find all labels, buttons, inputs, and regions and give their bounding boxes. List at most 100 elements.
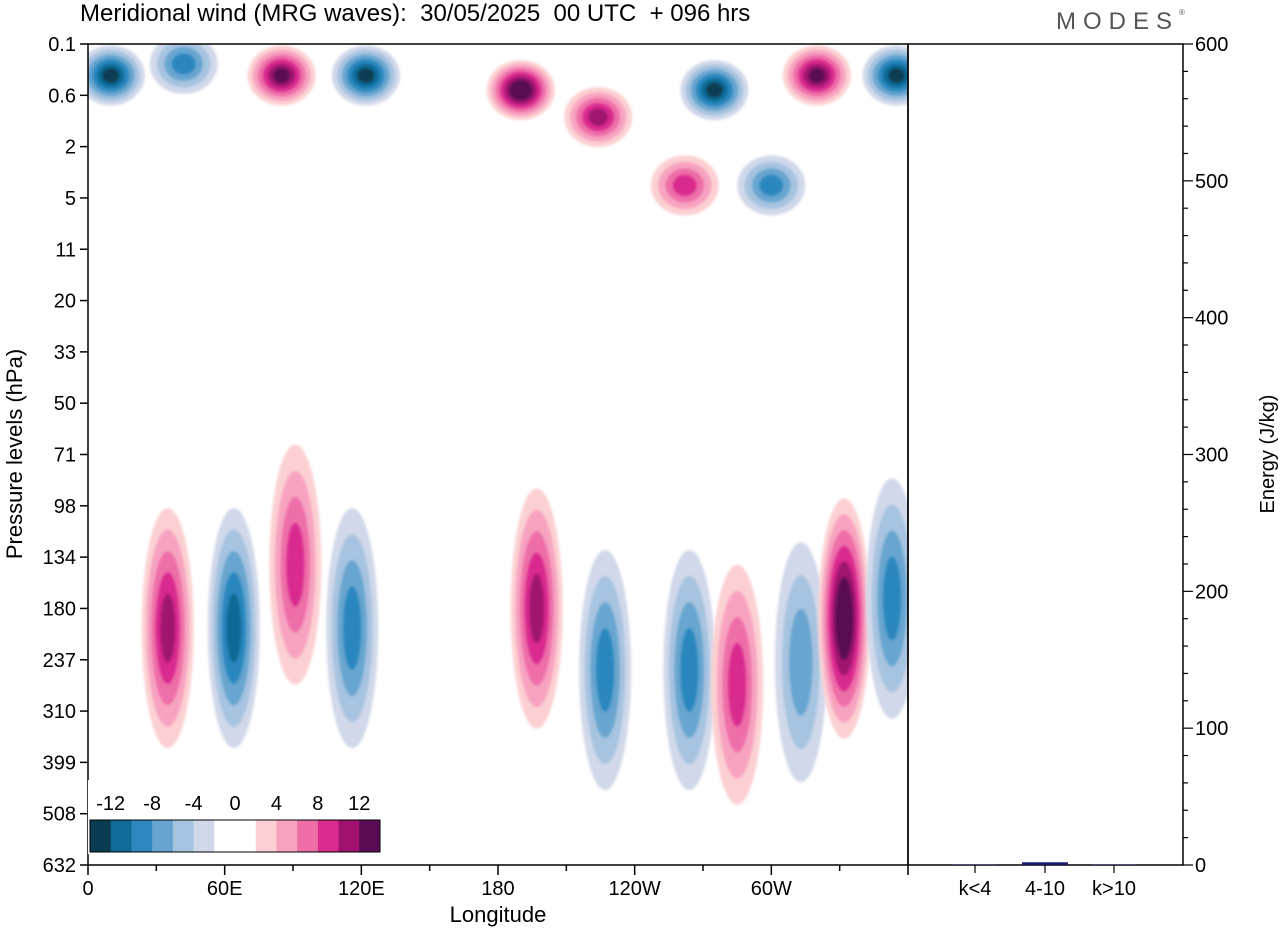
longitude-axis: 0 60E 120E 180 120W 60W <box>82 865 909 900</box>
colorbar-swatch <box>276 820 298 852</box>
energy-axis: 0 100 200 300 400 500 600 <box>1183 34 1228 877</box>
colorbar-tick-label: 12 <box>348 793 370 815</box>
colorbar-swatch <box>152 820 174 852</box>
energy-bar <box>952 864 998 865</box>
wind-feature <box>88 45 145 106</box>
pressure-tick-label: 50 <box>54 393 76 415</box>
pressure-tick-label: 310 <box>43 701 76 723</box>
pressure-tick-label: 5 <box>65 188 76 210</box>
wind-feature <box>149 44 218 94</box>
wind-contour-band <box>789 608 813 716</box>
wind-feature <box>737 155 806 216</box>
wind-contour-band <box>680 628 699 712</box>
colorbar-swatch <box>131 820 153 852</box>
wind-feature <box>711 564 764 805</box>
longitude-tick-label: 0 <box>82 878 93 900</box>
energy-tick-label: 600 <box>1195 34 1228 56</box>
wind-contour-band <box>226 593 242 663</box>
pressure-tick-label: 98 <box>54 496 76 518</box>
heatmap-field <box>88 44 908 805</box>
logo-text: MODES <box>1056 8 1180 35</box>
wind-feature <box>510 488 563 729</box>
energy-tick-label: 400 <box>1195 308 1228 330</box>
longitude-tick-label: 60W <box>751 878 792 900</box>
wind-contour-band <box>808 68 826 83</box>
energy-bar <box>1091 864 1137 865</box>
wind-feature <box>247 45 316 106</box>
wind-contour-band <box>102 68 120 83</box>
longitude-tick-label: 60E <box>207 878 243 900</box>
colorbar-tick-label: 0 <box>229 793 240 815</box>
wind-feature <box>207 508 260 749</box>
energy-frame <box>907 43 1184 866</box>
wind-feature <box>866 478 908 719</box>
colorbar-swatch <box>317 820 340 852</box>
longitude-tick-label: 180 <box>481 878 514 900</box>
energy-tick-label: 100 <box>1195 718 1228 740</box>
pressure-tick-label: 399 <box>43 752 76 774</box>
wind-contour-band <box>838 593 850 644</box>
wind-feature <box>680 60 749 121</box>
wind-feature <box>269 444 322 685</box>
wind-contour-band <box>883 556 902 641</box>
energy-tick-label: 500 <box>1195 171 1228 193</box>
colorbar-swatch <box>297 820 319 852</box>
chart-title: Meridional wind (MRG waves): 30/05/2025 … <box>80 0 751 27</box>
wind-feature <box>774 542 827 783</box>
pressure-tick-label: 508 <box>43 804 76 826</box>
logo-registered-mark: ® <box>1179 8 1185 17</box>
energy-axis-label: Energy (J/kg) <box>1257 395 1279 514</box>
colorbar-tick-label: -4 <box>185 793 203 815</box>
pressure-axis: 0.1 0.6 2 5 11 20 33 50 71 98 134 180 237 310 399 508 63… <box>43 34 88 877</box>
colorbar-tick-label: -8 <box>143 793 161 815</box>
wind-contour-band <box>171 53 196 75</box>
energy-category-label: k<4 <box>959 878 992 900</box>
pressure-tick-label: 134 <box>43 547 76 569</box>
colorbar-swatch <box>172 820 195 852</box>
pressure-tick-label: 0.6 <box>48 85 76 107</box>
energy-tick-label: 0 <box>1195 855 1206 877</box>
pressure-tick-label: 20 <box>54 291 76 313</box>
wind-contour-band <box>588 108 608 126</box>
wind-contour-band <box>273 68 290 83</box>
colorbar-tick-label: 4 <box>271 793 282 815</box>
pressure-tick-label: 11 <box>55 239 76 261</box>
colorbar: -12 -8 -4 0 4 8 12 <box>88 780 382 854</box>
y-axis-label: Pressure levels (hPa) <box>2 349 27 559</box>
wind-feature <box>331 45 400 106</box>
wind-contour-band <box>706 82 723 98</box>
modes-logo: MODES® <box>1056 8 1185 36</box>
wind-feature <box>579 550 632 790</box>
pressure-tick-label: 237 <box>43 650 76 672</box>
wind-feature <box>663 550 716 790</box>
pressure-tick-label: 632 <box>43 855 76 877</box>
wind-contour-band <box>673 175 697 196</box>
wind-feature <box>564 87 633 148</box>
pressure-tick-label: 180 <box>43 598 76 620</box>
energy-tick-label: 200 <box>1195 581 1228 603</box>
wind-feature <box>782 45 851 106</box>
wind-contour-band <box>357 68 375 83</box>
colorbar-tick-label: 8 <box>312 793 323 815</box>
pressure-tick-label: 71 <box>54 445 76 467</box>
energy-category-label: k>10 <box>1092 878 1136 900</box>
x-axis-label: Longitude <box>450 902 547 927</box>
wind-feature <box>862 45 908 106</box>
wind-contour-band <box>529 574 545 643</box>
wind-feature <box>818 498 871 739</box>
wind-contour-band <box>888 68 905 83</box>
longitude-tick-label: 120E <box>338 878 385 900</box>
pressure-tick-label: 0.1 <box>48 34 76 56</box>
wind-feature <box>486 60 555 121</box>
wind-contour-band <box>759 175 784 196</box>
wind-contour-band <box>160 593 176 663</box>
colorbar-swatch <box>359 820 381 852</box>
colorbar-swatch <box>214 820 236 852</box>
colorbar-frame <box>89 819 381 853</box>
wind-contour-band <box>728 643 747 727</box>
colorbar-swatch <box>255 820 277 852</box>
energy-category-label: 4-10 <box>1025 878 1065 900</box>
colorbar-swatch <box>235 820 257 852</box>
colorbar-swatch <box>110 820 132 852</box>
colorbar-swatch <box>338 820 360 852</box>
